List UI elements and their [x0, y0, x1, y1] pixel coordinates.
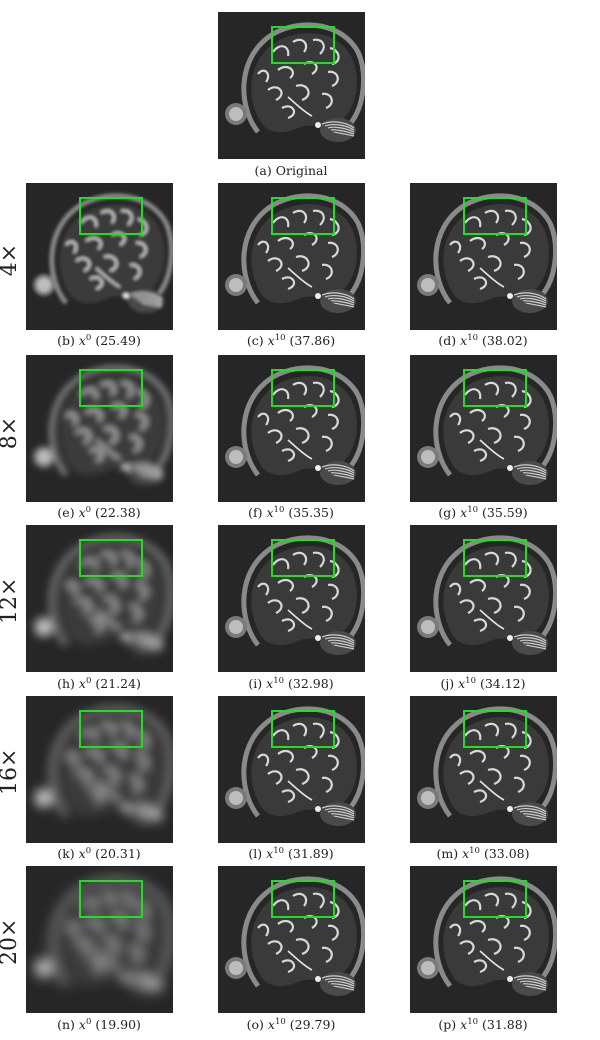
- image-d-x10: [410, 183, 557, 330]
- mri-slice-graphic: [26, 183, 173, 330]
- image-m-x10: [410, 696, 557, 843]
- image-b-x0: [26, 183, 173, 330]
- mri-slice-graphic: [26, 866, 173, 1013]
- mri-slice-graphic: [218, 696, 365, 843]
- mri-slice-graphic: [218, 183, 365, 330]
- mri-slice-graphic: [410, 866, 557, 1013]
- caption-d: (d) x10 (38.02): [438, 332, 528, 348]
- row-label-16x: 16×: [0, 748, 22, 795]
- mri-slice-graphic: [26, 525, 173, 672]
- image-l-x10: [218, 696, 365, 843]
- mri-slice-graphic: [218, 866, 365, 1013]
- image-o-x10: [218, 866, 365, 1013]
- image-f-x10: [218, 355, 365, 502]
- mri-slice-graphic: [218, 525, 365, 672]
- row-label-8x: 8×: [0, 416, 22, 450]
- image-h-x0: [26, 525, 173, 672]
- mri-slice-graphic: [26, 355, 173, 502]
- caption-f: (f) x10 (35.35): [248, 504, 334, 520]
- image-e-x0: [26, 355, 173, 502]
- image-j-x10: [410, 525, 557, 672]
- caption-c: (c) x10 (37.86): [246, 332, 336, 348]
- row-label-4x: 4×: [0, 243, 22, 277]
- mri-slice-graphic: [410, 525, 557, 672]
- mri-slice-graphic: [410, 696, 557, 843]
- caption-h: (h) x0 (21.24): [57, 675, 141, 691]
- caption-m: (m) x10 (33.08): [436, 845, 530, 861]
- caption-k: (k) x0 (20.31): [57, 845, 141, 861]
- image-g-x10: [410, 355, 557, 502]
- row-label-20x: 20×: [0, 918, 22, 965]
- mri-slice-graphic: [218, 12, 365, 159]
- mri-slice-graphic: [410, 355, 557, 502]
- original-image: [218, 12, 365, 159]
- mri-slice-graphic: [218, 355, 365, 502]
- image-c-x10: [218, 183, 365, 330]
- caption-g: (g) x10 (35.59): [438, 504, 528, 520]
- image-p-x10: [410, 866, 557, 1013]
- caption-n: (n) x0 (19.90): [57, 1016, 141, 1032]
- caption-b: (b) x0 (25.49): [57, 332, 141, 348]
- image-i-x10: [218, 525, 365, 672]
- caption-p: (p) x10 (31.88): [438, 1016, 528, 1032]
- caption-e: (e) x0 (22.38): [57, 504, 141, 520]
- mri-slice-graphic: [26, 696, 173, 843]
- mri-slice-graphic: [410, 183, 557, 330]
- original-caption: (a) Original: [254, 163, 328, 178]
- caption-l: (l) x10 (31.89): [248, 845, 334, 861]
- row-label-12x: 12×: [0, 577, 22, 624]
- image-n-x0: [26, 866, 173, 1013]
- image-k-x0: [26, 696, 173, 843]
- caption-o: (o) x10 (29.79): [246, 1016, 336, 1032]
- caption-j: (j) x10 (34.12): [440, 675, 526, 691]
- caption-i: (i) x10 (32.98): [248, 675, 334, 691]
